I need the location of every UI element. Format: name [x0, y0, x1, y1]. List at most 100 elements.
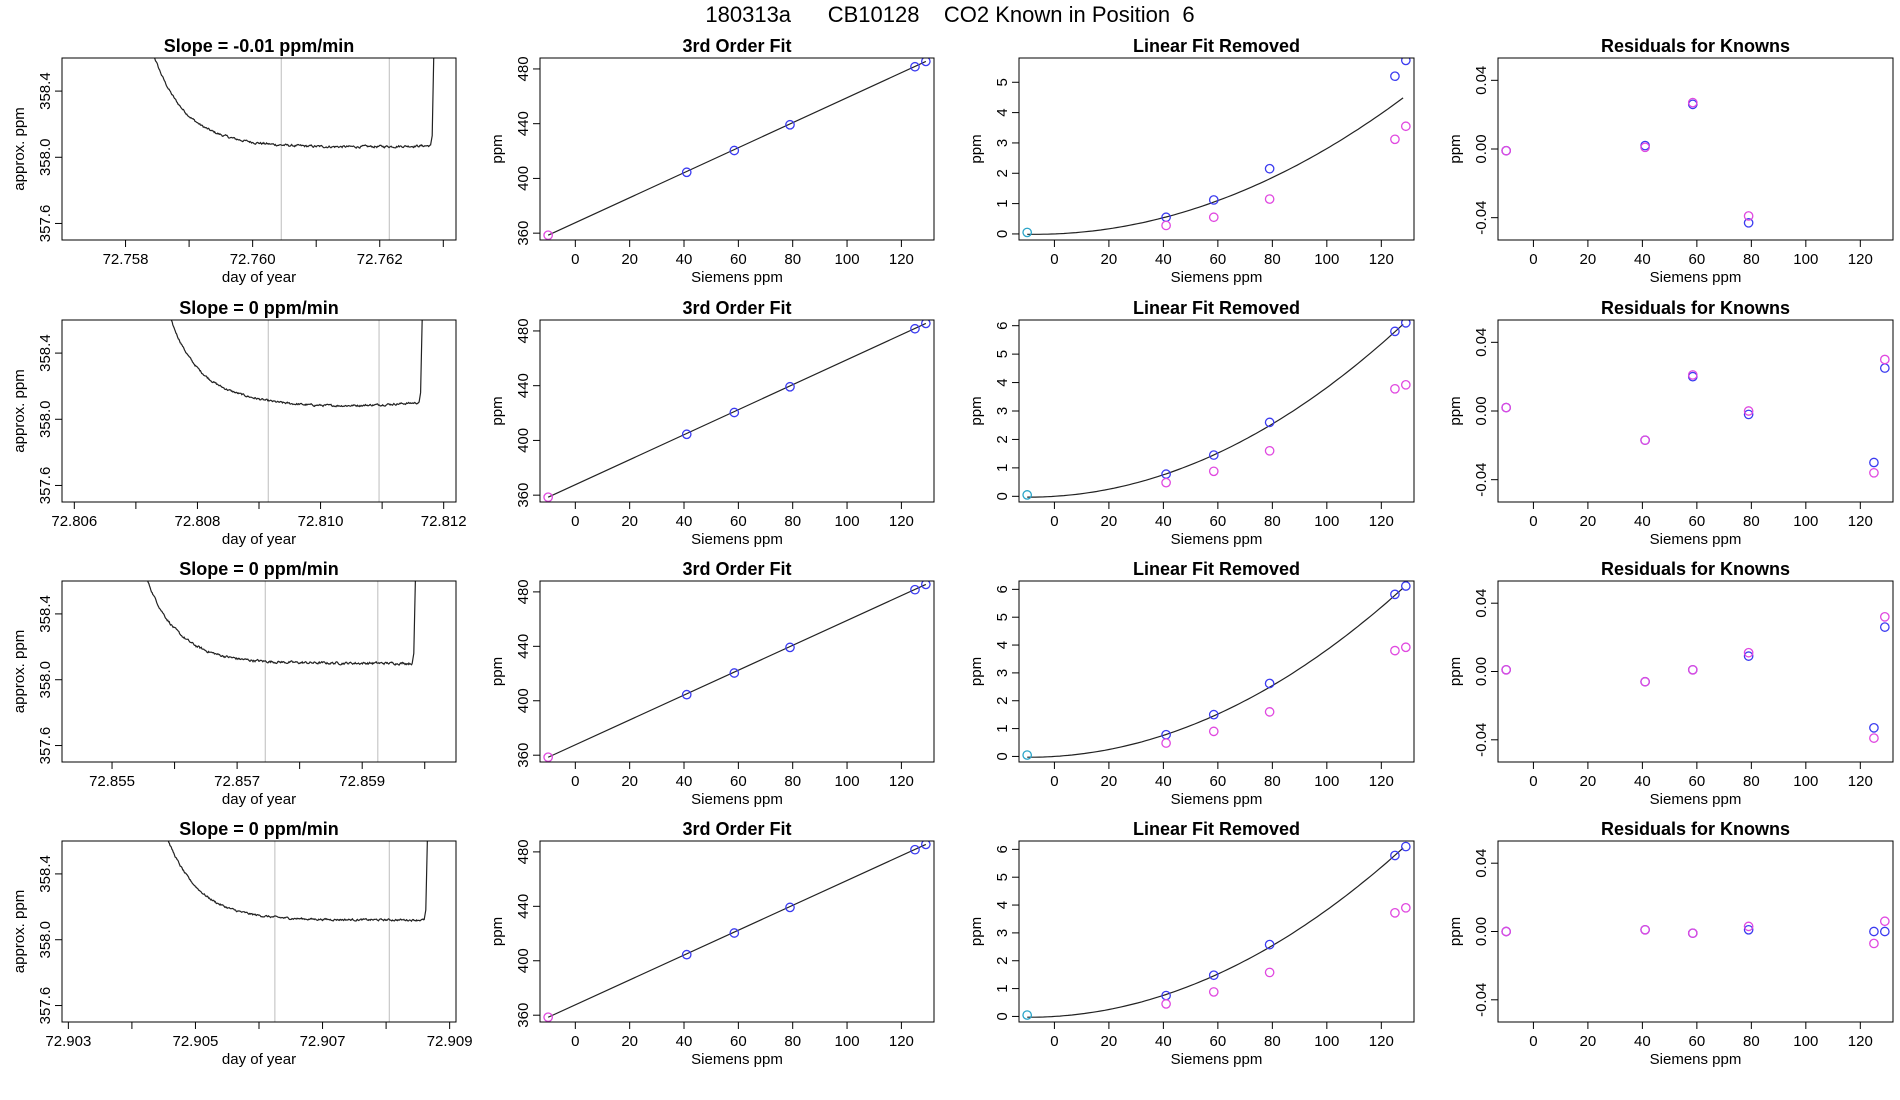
- x-axis-label: Siemens ppm: [1171, 269, 1263, 286]
- panel-r3c3: Linear Fit Removed 0 20 40 60 80 100 120 0 1 2 3 4 5 6…: [968, 559, 1415, 808]
- x-axis-label: day of year: [222, 269, 296, 286]
- x-tick-label: 72.903: [45, 1033, 91, 1050]
- y-tick-label: 0.04: [1473, 589, 1490, 618]
- data-point: [1687, 664, 1698, 675]
- data-point: [1879, 926, 1890, 937]
- data-point: [1161, 738, 1171, 748]
- data-point: [920, 581, 931, 590]
- plot-frame: [61, 840, 457, 1023]
- y-axis-label: ppm: [489, 657, 506, 686]
- x-axis-label: day of year: [222, 791, 296, 808]
- y-tick-label: 360: [515, 1003, 532, 1028]
- x-tick-label: 100: [1793, 1033, 1818, 1050]
- y-axis-label: ppm: [1447, 917, 1464, 946]
- plot-area: [1022, 58, 1411, 238]
- data-trace: [147, 581, 416, 666]
- fit-curve: [1027, 847, 1404, 1018]
- x-tick-label: 60: [730, 1033, 747, 1050]
- x-tick-label: 0: [1529, 513, 1537, 530]
- x-tick-label: 100: [835, 251, 860, 268]
- data-point: [1208, 212, 1219, 223]
- x-tick-label: 72.806: [51, 513, 97, 530]
- y-tick-label: 3: [994, 407, 1011, 415]
- x-tick-label: 80: [1264, 1033, 1281, 1050]
- y-tick-label: -0.04: [1473, 983, 1490, 1017]
- panel-title: Linear Fit Removed: [1133, 559, 1300, 579]
- y-tick-label: 357.6: [37, 727, 54, 765]
- data-point: [1022, 227, 1033, 238]
- x-tick-label: 120: [1369, 773, 1394, 790]
- data-point: [1687, 928, 1698, 939]
- x-tick-label: 40: [1155, 773, 1172, 790]
- data-point: [1264, 967, 1275, 978]
- x-tick-label: 0: [571, 251, 579, 268]
- y-tick-label: 0.00: [1473, 917, 1490, 946]
- y-axis-label: approx. ppm: [11, 369, 28, 452]
- x-tick-label: 0: [571, 513, 579, 530]
- data-point: [1687, 370, 1698, 380]
- data-point: [910, 323, 920, 334]
- x-tick-label: 100: [835, 1033, 860, 1050]
- x-tick-label: 40: [1155, 513, 1172, 530]
- x-tick-label: 72.859: [339, 773, 385, 790]
- y-tick-label: 4: [994, 641, 1011, 649]
- x-tick-label: 60: [1689, 513, 1706, 530]
- y-tick-label: 5: [994, 873, 1011, 881]
- x-tick-label: 20: [621, 251, 638, 268]
- data-point: [1264, 417, 1275, 428]
- x-tick-label: 80: [1264, 773, 1281, 790]
- data-point: [1390, 383, 1400, 394]
- x-tick-label: 120: [1369, 1033, 1394, 1050]
- y-tick-label: 0: [994, 492, 1011, 500]
- y-tick-label: 358.4: [37, 72, 54, 110]
- plot-area: [1501, 916, 1890, 949]
- x-tick-label: 120: [1848, 513, 1873, 530]
- x-tick-label: 60: [1689, 251, 1706, 268]
- data-point: [1869, 457, 1879, 468]
- y-tick-label: 4: [994, 901, 1011, 909]
- x-tick-label: 120: [889, 251, 914, 268]
- panel-title: Slope = 0 ppm/min: [179, 298, 339, 318]
- y-tick-label: 480: [515, 579, 532, 604]
- data-point: [1400, 642, 1411, 653]
- x-tick-label: 100: [1793, 251, 1818, 268]
- x-tick-label: 80: [1743, 773, 1760, 790]
- plot-area: [1022, 841, 1411, 1020]
- y-tick-label: 0: [994, 1012, 1011, 1020]
- data-point: [1743, 409, 1754, 420]
- x-tick-label: 40: [676, 513, 693, 530]
- y-tick-label: 4: [994, 108, 1011, 116]
- x-tick-label: 80: [1743, 513, 1760, 530]
- x-tick-label: 20: [1580, 1033, 1597, 1050]
- data-point: [681, 429, 692, 440]
- fit-curve: [1027, 323, 1404, 498]
- x-axis-label: Siemens ppm: [691, 531, 783, 548]
- x-tick-label: 100: [1793, 513, 1818, 530]
- x-axis-label: Siemens ppm: [1650, 269, 1742, 286]
- data-point: [1879, 363, 1890, 373]
- x-tick-label: 0: [1050, 1033, 1058, 1050]
- x-tick-label: 40: [1634, 513, 1651, 530]
- data-point: [1879, 354, 1890, 365]
- panel-r1c4: Residuals for Knowns 0 20 40 60 80 100 120 -0.04…: [1447, 36, 1894, 286]
- y-tick-label: 5: [994, 613, 1011, 621]
- fit-line: [547, 843, 927, 1018]
- y-tick-label: 5: [994, 78, 1011, 86]
- data-point: [1743, 406, 1754, 416]
- data-point: [729, 407, 740, 418]
- plot-frame: [539, 580, 935, 763]
- x-tick-label: 120: [1369, 513, 1394, 530]
- data-point: [1208, 987, 1219, 997]
- data-point: [1390, 71, 1400, 82]
- data-point: [1869, 938, 1879, 949]
- x-tick-label: 0: [571, 773, 579, 790]
- plot-frame: [1018, 840, 1415, 1023]
- y-tick-label: 440: [515, 373, 532, 398]
- y-tick-label: 6: [994, 585, 1011, 593]
- y-axis-label: approx. ppm: [11, 890, 28, 973]
- x-tick-label: 120: [889, 513, 914, 530]
- panel-title: Linear Fit Removed: [1133, 36, 1300, 56]
- data-point: [1390, 134, 1400, 145]
- data-point: [1264, 194, 1275, 204]
- data-point: [910, 844, 920, 855]
